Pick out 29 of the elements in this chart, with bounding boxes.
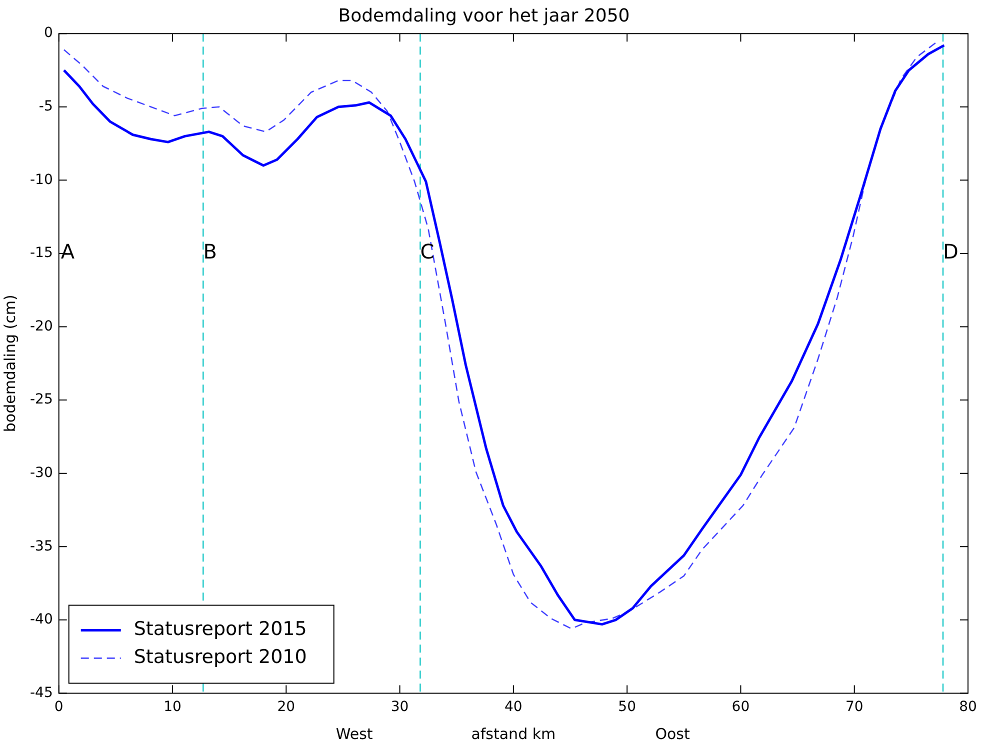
y-tick-label: -25 bbox=[30, 392, 53, 408]
y-tick-label: -35 bbox=[30, 538, 53, 554]
x-tick-label: 70 bbox=[845, 699, 864, 716]
x-axis-title: afstand km bbox=[471, 724, 556, 743]
y-tick-label: 0 bbox=[44, 25, 53, 42]
y-tick-label: -10 bbox=[30, 172, 53, 188]
annotation: D bbox=[943, 240, 958, 264]
x-tick-label: 0 bbox=[54, 699, 64, 716]
x-tick-label: 80 bbox=[959, 699, 977, 716]
y-tick-label: -15 bbox=[30, 245, 53, 262]
y-tick-label: -40 bbox=[30, 612, 53, 628]
y-tick-label: -5 bbox=[38, 98, 53, 115]
y-tick-label: -20 bbox=[30, 318, 53, 334]
y-tick-label: -45 bbox=[30, 684, 53, 701]
legend-label: Statusreport 2015 bbox=[134, 618, 307, 640]
text: Oost bbox=[655, 724, 690, 743]
x-tick-label: 30 bbox=[390, 699, 409, 716]
x-tick-label: 50 bbox=[618, 699, 636, 716]
x-tick-label: 10 bbox=[164, 699, 182, 716]
x-tick-label: 20 bbox=[277, 699, 296, 716]
y-tick-label: -30 bbox=[30, 464, 53, 481]
y-axis-title: bodemdaling (cm) bbox=[0, 294, 19, 432]
annotation: C bbox=[420, 240, 434, 264]
x-tick-label: 40 bbox=[504, 699, 522, 716]
legend-label: Statusreport 2010 bbox=[134, 646, 307, 668]
annotation: B bbox=[203, 240, 217, 264]
text: West bbox=[336, 724, 373, 743]
chart-title: Bodemdaling voor het jaar 2050 bbox=[338, 5, 630, 26]
x-tick-label: 60 bbox=[732, 699, 750, 716]
